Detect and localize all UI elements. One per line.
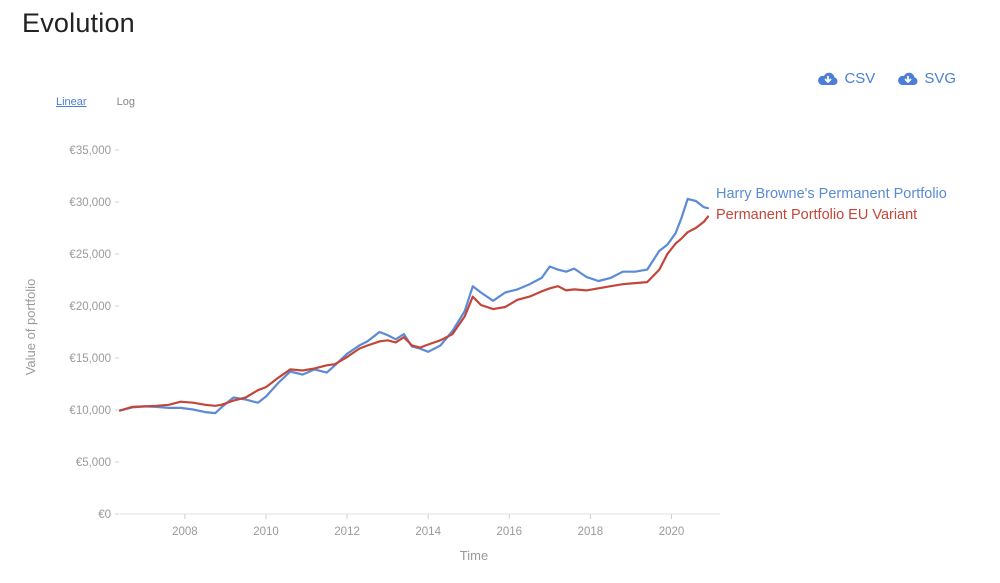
download-csv-button[interactable]: CSV — [817, 70, 875, 87]
y-tick-label: €5,000 — [76, 457, 111, 469]
x-tick-label: 2012 — [334, 526, 360, 538]
x-tick-label: 2010 — [253, 526, 279, 538]
download-svg-label: SVG — [924, 70, 956, 87]
series-line-1 — [118, 197, 710, 415]
scale-linear-option[interactable]: Linear — [56, 96, 87, 108]
scale-toggle: Linear Log — [56, 96, 135, 108]
series-line-2 — [118, 215, 710, 412]
download-group: CSV SVG — [817, 70, 956, 87]
y-tick-label: €15,000 — [69, 353, 111, 365]
download-svg-button[interactable]: SVG — [897, 70, 956, 87]
x-tick-label: 2016 — [496, 526, 522, 538]
y-tick-label: €20,000 — [69, 301, 111, 313]
x-tick-label: 2020 — [659, 526, 685, 538]
y-tick-label: €25,000 — [69, 249, 111, 261]
y-tick-label: €10,000 — [69, 405, 111, 417]
cloud-download-icon — [898, 72, 918, 85]
x-tick-label: 2014 — [415, 526, 441, 538]
cloud-download-icon — [818, 72, 838, 85]
series-label-1: Harry Browne's Permanent Portfolio — [716, 186, 947, 202]
page-title: Evolution — [22, 8, 135, 38]
x-tick-label: 2008 — [172, 526, 198, 538]
y-tick-label: €35,000 — [69, 145, 111, 157]
x-axis-title: Time — [460, 548, 488, 563]
y-axis-title: Value of portfolio — [23, 279, 38, 376]
y-tick-label: €0 — [98, 509, 111, 521]
download-csv-label: CSV — [844, 70, 876, 87]
x-tick-label: 2018 — [578, 526, 604, 538]
scale-log-option[interactable]: Log — [116, 96, 135, 108]
y-tick-label: €30,000 — [69, 197, 111, 209]
series-label-2: Permanent Portfolio EU Variant — [716, 207, 917, 223]
